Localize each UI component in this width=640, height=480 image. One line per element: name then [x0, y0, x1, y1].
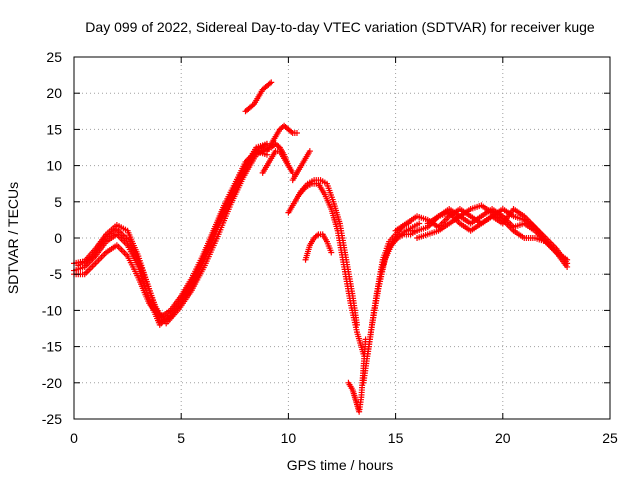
- series-late-d: [424, 206, 560, 256]
- y-tick-label: 25: [46, 49, 62, 65]
- data-point: [306, 148, 313, 155]
- series-peak-branch: [242, 79, 275, 115]
- data-point: [564, 256, 571, 263]
- y-tick-label: -20: [42, 375, 62, 391]
- y-tick-label: -5: [50, 266, 63, 282]
- series-small-segment: [289, 148, 313, 184]
- series-track-d: [75, 145, 270, 327]
- y-tick-label: -10: [42, 302, 62, 318]
- y-tick-labels: -25 -20 -15 -10 -5 0 5 10 15 20 25: [42, 49, 62, 427]
- x-tick-label: 20: [495, 430, 511, 446]
- y-tick-label: 15: [46, 121, 62, 137]
- x-tick-label: 5: [177, 430, 185, 446]
- series-descent-c: [302, 231, 335, 263]
- data-point: [553, 249, 560, 256]
- y-tick-label: 0: [54, 230, 62, 246]
- data-point: [328, 249, 335, 256]
- x-axis-label: GPS time / hours: [287, 457, 394, 473]
- x-tick-label: 10: [281, 430, 297, 446]
- x-tick-label: 0: [70, 430, 78, 446]
- data-point: [416, 220, 423, 227]
- series-post-peak-a: [263, 122, 300, 155]
- y-tick-label: -25: [42, 411, 62, 427]
- data-point: [268, 79, 275, 86]
- y-tick-label: 10: [46, 158, 62, 174]
- y-tick-label: 5: [54, 194, 62, 210]
- data-point: [293, 130, 300, 137]
- chart-title: Day 099 of 2022, Sidereal Day-to-day VTE…: [85, 19, 595, 35]
- grid-lines: [74, 57, 610, 419]
- y-tick-label: 20: [46, 85, 62, 101]
- x-tick-label: 25: [602, 430, 618, 446]
- x-tick-labels: 0 5 10 15 20 25: [70, 430, 618, 446]
- axis-ticks: [73, 56, 611, 420]
- x-tick-label: 15: [388, 430, 404, 446]
- data-points: [71, 79, 571, 415]
- y-tick-label: -15: [42, 339, 62, 355]
- y-axis-label: SDTVAR / TECUs: [5, 182, 21, 294]
- data-point: [564, 263, 571, 270]
- series-post-peak-c: [268, 140, 296, 176]
